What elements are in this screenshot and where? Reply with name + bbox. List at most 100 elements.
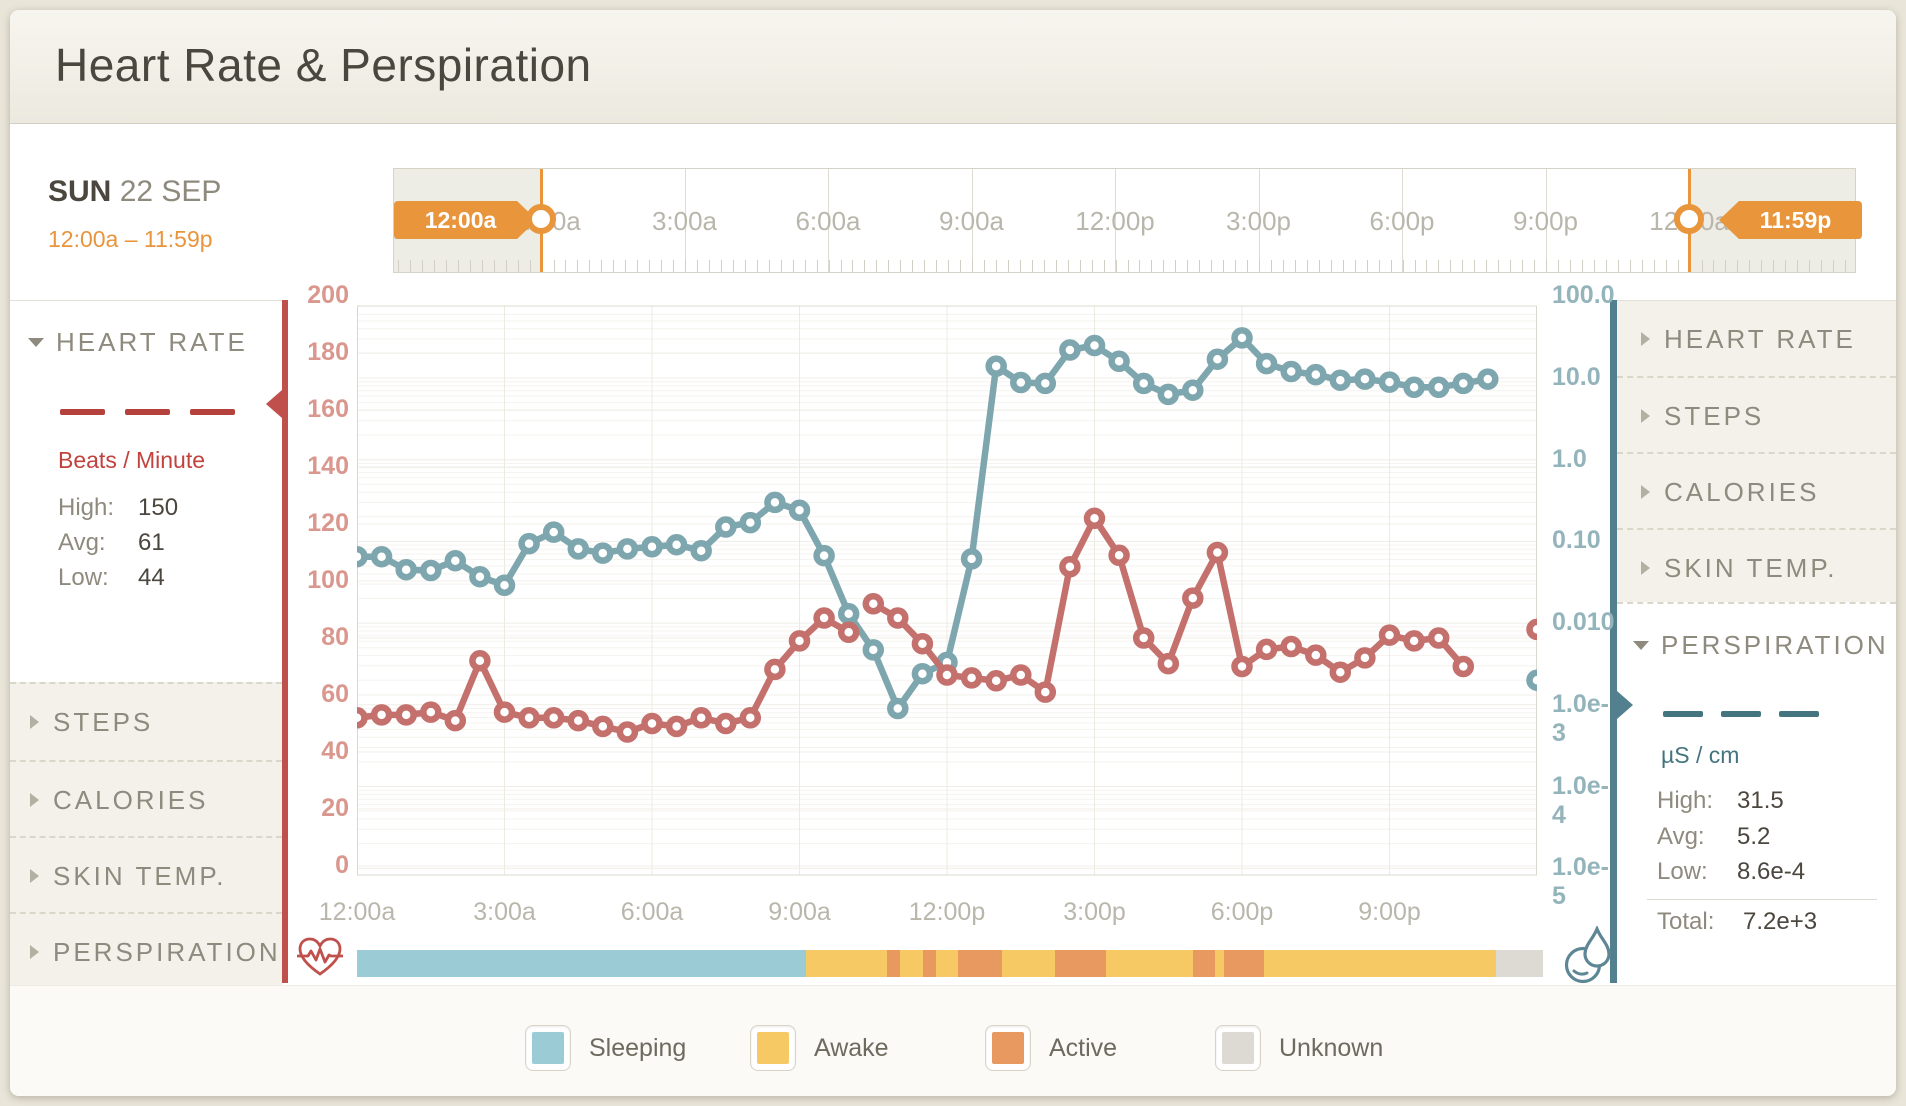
chevron-right-icon — [1641, 332, 1650, 346]
legend-item-awake: Awake — [750, 1025, 889, 1071]
main-card: Heart Rate & Perspiration SUN 22 SEP 12:… — [10, 10, 1896, 1096]
timeline-time-label: 6:00p — [1369, 206, 1435, 236]
perspiration-point — [469, 565, 491, 588]
perspiration-point — [1526, 669, 1537, 691]
timeline-tick — [888, 260, 890, 272]
timeline-tick — [900, 260, 902, 272]
perspiration-point — [370, 545, 393, 568]
heart-rate-point — [862, 593, 885, 615]
right-axis-tick-label: 100.0 — [1552, 281, 1615, 310]
heart-rate-point — [985, 670, 1007, 692]
sidebar-item-perspiration[interactable]: PERSPIRATION — [10, 912, 282, 990]
perspiration-point — [420, 559, 442, 582]
heart-rate-point — [690, 707, 712, 729]
slider-end-handle[interactable] — [1674, 204, 1704, 234]
timeline-tick — [613, 260, 615, 272]
heart-rate-point — [1108, 544, 1130, 567]
timeline-tick — [1629, 260, 1631, 272]
heart-rate-unit: Beats / Minute — [58, 447, 206, 473]
heart-rate-axis-bar — [282, 300, 288, 983]
timeline-tick — [972, 260, 973, 272]
perspiration-point — [1206, 348, 1229, 370]
chevron-right-icon — [30, 793, 39, 807]
timeline-tick — [1031, 260, 1033, 272]
timeline-tick — [756, 260, 758, 272]
heart-rate-point — [837, 621, 860, 644]
timeline-tick — [1797, 260, 1799, 272]
sidebar-item-calories[interactable]: CALORIES — [10, 760, 282, 838]
perspiration-series-key — [1663, 704, 1819, 722]
left-axis-tick-label: 60 — [321, 680, 349, 708]
perspiration-panel: PERSPIRATION µS / cm High: 31.5 Avg: 5.2… — [1617, 602, 1896, 990]
perspiration-point — [788, 499, 811, 522]
timeline-tick — [1043, 260, 1045, 272]
timeline-gridline — [684, 169, 686, 272]
heart-rate-point — [788, 630, 811, 652]
timeline-tick — [1462, 260, 1464, 272]
perspiration-point — [764, 491, 786, 514]
timeline-tick — [1247, 260, 1248, 272]
timeline-tick — [457, 260, 459, 272]
heart-rate-point — [1206, 541, 1229, 564]
timeline-tick — [1330, 260, 1332, 272]
timeline-slider[interactable]: 12:00a 3:00a 6:00a 9:00a 12:00p 3:00p 6:00p 9:0… — [393, 168, 1862, 273]
timeline-tick — [1665, 260, 1667, 272]
sidebar-item-heart-rate-right[interactable]: HEART RATE — [1617, 301, 1896, 377]
unknown-swatch-icon — [1215, 1025, 1261, 1071]
perspiration-point — [357, 545, 368, 568]
slider-end-tag[interactable]: 11:59p — [1719, 201, 1862, 239]
heart-rate-point — [518, 707, 540, 729]
timeline-tick — [1294, 260, 1296, 272]
timeline-tick — [995, 260, 997, 272]
chevron-right-icon — [30, 715, 39, 729]
timeline-gridline — [1115, 169, 1116, 272]
perspiration-point — [1452, 372, 1475, 395]
timeline-tick — [936, 260, 938, 272]
dash-icon — [1779, 711, 1819, 717]
timeline-tick — [1474, 260, 1476, 272]
timeline-tick — [1569, 260, 1571, 272]
heart-rate-point — [1280, 635, 1302, 658]
timeline-time-label: 6:00a — [795, 206, 861, 236]
timeline-tick — [1677, 260, 1679, 272]
chart-plot-area[interactable] — [357, 290, 1537, 890]
timeline-tick — [1581, 260, 1583, 272]
page-title: Heart Rate & Perspiration — [55, 39, 592, 91]
timeline-tick — [1007, 260, 1009, 272]
slider-start-handle[interactable] — [526, 204, 556, 234]
sidebar-item-steps[interactable]: STEPS — [10, 684, 282, 760]
timeline-tick — [1701, 260, 1703, 272]
sidebar-item-perspiration-right[interactable]: PERSPIRATION — [1633, 630, 1889, 661]
perspiration-point — [1477, 368, 1499, 390]
timeline-tick — [398, 260, 399, 272]
sidebar-item-skin-temp[interactable]: SKIN TEMP. — [10, 836, 282, 914]
sidebar-item-heart-rate[interactable]: HEART RATE — [28, 327, 248, 358]
sidebar-item-steps-right[interactable]: STEPS — [1617, 376, 1896, 454]
sidebar-item-skin-temp-right[interactable]: SKIN TEMP. — [1617, 528, 1896, 606]
timeline-tick — [1438, 260, 1440, 272]
left-axis-tick-label: 40 — [321, 737, 349, 765]
timeline-tick — [1534, 260, 1535, 272]
activity-segment-active — [957, 950, 1002, 977]
perspiration-point — [1255, 352, 1278, 375]
awake-swatch-icon — [750, 1025, 796, 1071]
sidebar-item-calories-right[interactable]: CALORIES — [1617, 452, 1896, 530]
timeline-tick — [1414, 260, 1416, 272]
timeline-tick — [1271, 260, 1272, 272]
perspiration-axis-bar — [1610, 300, 1617, 983]
heart-rate-point — [1305, 644, 1327, 666]
date-value: 22 SEP — [119, 175, 222, 208]
heart-rate-point — [1329, 661, 1352, 683]
timeline-tick — [1653, 260, 1655, 272]
legend-item-sleeping: Sleeping — [525, 1025, 686, 1071]
perspiration-point — [1378, 371, 1401, 393]
activity-segment-active — [887, 950, 900, 977]
perspiration-point — [1329, 369, 1352, 391]
slider-start-tag[interactable]: 12:00a — [394, 201, 537, 239]
left-axis-tick-label: 80 — [321, 623, 349, 651]
heart-rate-point — [1354, 647, 1376, 669]
perspiration-point — [1305, 363, 1327, 386]
timeline-tick — [529, 260, 531, 272]
timeline-time-label: 3:00p — [1225, 206, 1292, 236]
timeline-tick — [876, 260, 878, 272]
